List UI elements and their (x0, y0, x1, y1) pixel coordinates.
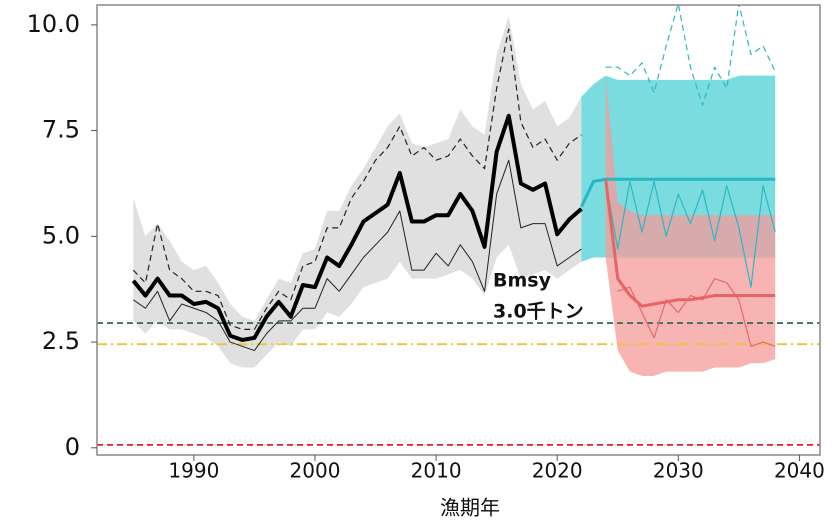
series-line (132, 28, 582, 330)
y-tick-label: 10.0 (27, 10, 80, 38)
annotation: Bmsy (493, 270, 552, 292)
x-axis-label: 漁期年 (440, 496, 500, 520)
annotation: 3.0千トン (493, 301, 584, 323)
uncertainty-band (133, 16, 582, 368)
series-line (133, 159, 582, 352)
series-line (605, 180, 776, 288)
series-line (604, 179, 776, 308)
series-line (580, 177, 776, 208)
series-line (131, 113, 583, 342)
series-line (605, 5, 776, 106)
x-tick-label: 1990 (168, 459, 219, 483)
x-tick-label: 2020 (532, 459, 583, 483)
plot-area (97, 5, 820, 446)
uncertainty-band (605, 75, 776, 376)
x-tick-label: 2030 (653, 459, 704, 483)
y-tick-label: 5.0 (42, 221, 80, 249)
x-tick-label: 2010 (411, 459, 462, 483)
x-tick-label: 2000 (290, 459, 341, 483)
plot-frame (96, 4, 821, 456)
x-tick-label: 2040 (774, 459, 825, 483)
y-tick-label: 2.5 (42, 327, 80, 355)
y-tick-label: 7.5 (42, 116, 80, 144)
y-tick-label: 0 (65, 433, 80, 461)
